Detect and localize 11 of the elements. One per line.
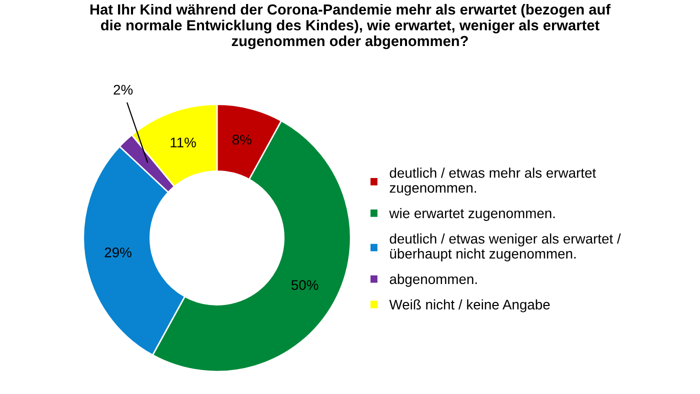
- legend-label: wie erwartet zugenommen.: [389, 208, 555, 221]
- legend-label: Weiß nicht / keine Angabe: [389, 299, 550, 312]
- data-label: 50%: [291, 280, 318, 290]
- data-label: 2%: [114, 84, 133, 95]
- data-label: 29%: [104, 248, 132, 258]
- legend-label: deutlich / etwas mehr als erwartet zugenommen.: [390, 168, 596, 196]
- legend-label: deutlich / etwas weniger als erwartet / überhaupt nicht zugenommen.: [390, 233, 621, 262]
- legend-label: abgenommen.: [390, 274, 477, 287]
- chart-title: Hat Ihr Kind während der Corona-Pandemie mehr als erwartet (bezogen auf die normale Entwicklung des Kindes), wie erwartet, weniger als erwartet zugenommen oder abgenommen?: [90, 4, 611, 50]
- data-label: 11%: [170, 138, 196, 148]
- data-label: 8%: [232, 134, 252, 145]
